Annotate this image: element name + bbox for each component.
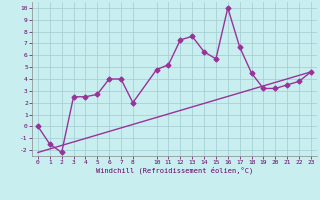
X-axis label: Windchill (Refroidissement éolien,°C): Windchill (Refroidissement éolien,°C) bbox=[96, 167, 253, 174]
